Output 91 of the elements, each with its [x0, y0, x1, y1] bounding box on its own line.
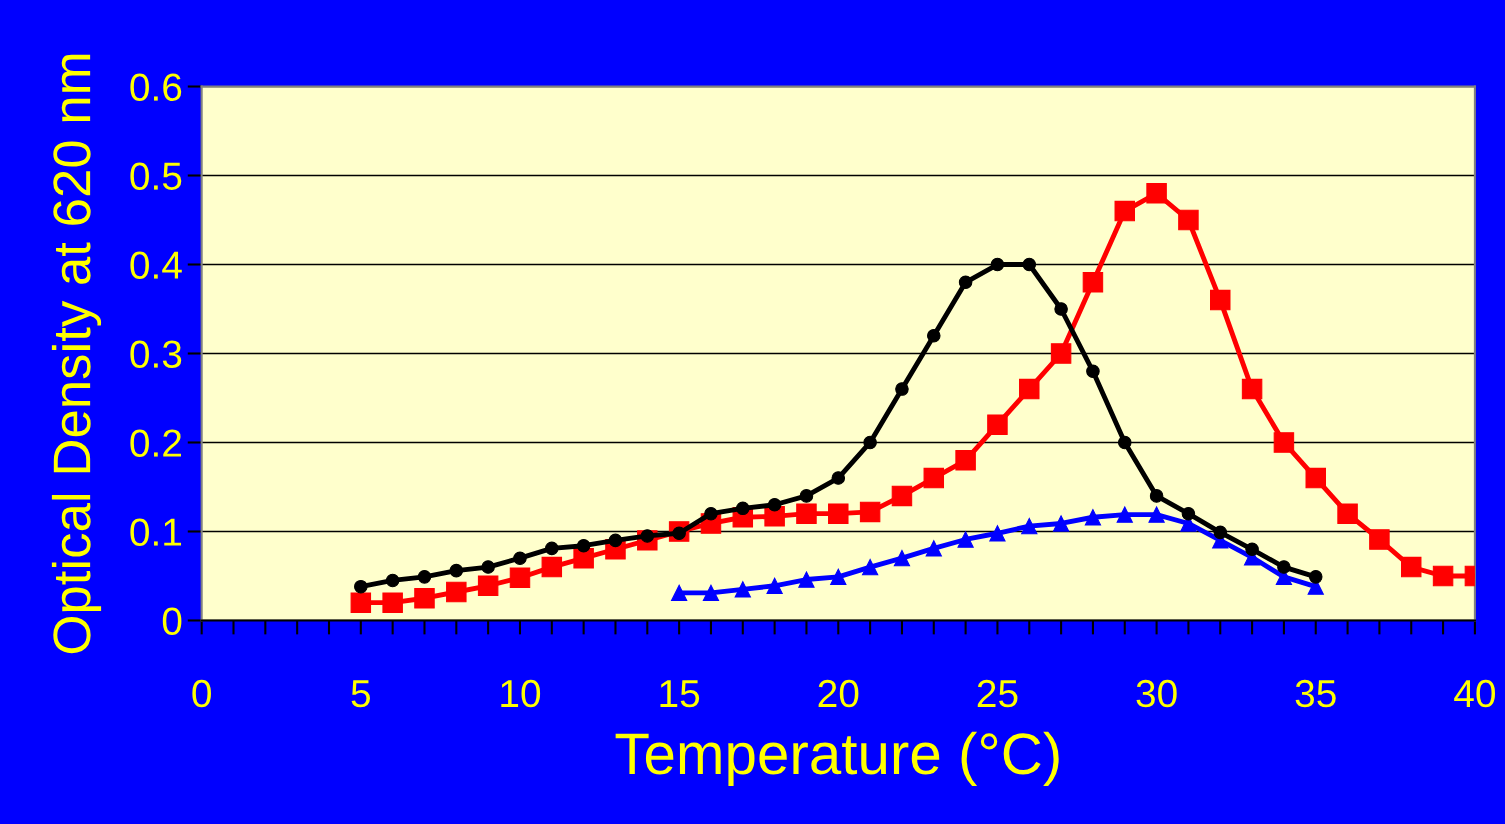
point	[1019, 378, 1040, 400]
point	[1086, 364, 1100, 379]
point	[1210, 289, 1231, 311]
point	[354, 579, 368, 594]
y-tick-label: 0.2	[130, 429, 181, 457]
y-axis-title: Optical Density at 620 nm	[51, 54, 102, 654]
point	[987, 414, 1008, 435]
point	[1241, 378, 1263, 400]
point	[1305, 467, 1326, 489]
x-tick-label: 0	[192, 679, 211, 708]
point	[891, 485, 913, 507]
point	[1308, 570, 1323, 584]
x-tick-label: 30	[1136, 679, 1177, 708]
point	[1021, 517, 1038, 535]
point	[1117, 435, 1132, 450]
point	[1146, 183, 1167, 204]
y-tick-label: 0.1	[130, 518, 182, 546]
point	[704, 506, 718, 521]
point	[1337, 503, 1358, 524]
point	[958, 275, 973, 290]
point	[1148, 506, 1165, 523]
point	[831, 471, 846, 485]
y-tick-label: 0.5	[130, 162, 182, 190]
point	[541, 556, 563, 578]
x-tick-label: 25	[977, 679, 1018, 708]
point	[446, 581, 467, 603]
point	[957, 531, 974, 548]
y-tick-label: 0.4	[130, 251, 182, 279]
x-axis-title: Temperature (°C)	[615, 731, 1059, 787]
point	[509, 567, 531, 588]
point	[1082, 272, 1104, 293]
point	[1022, 257, 1037, 272]
point	[1084, 509, 1102, 526]
point	[1050, 343, 1072, 364]
point	[350, 592, 372, 613]
point	[798, 571, 815, 588]
point	[1149, 489, 1164, 503]
x-tick-label: 15	[660, 680, 700, 708]
point	[449, 563, 464, 578]
point	[414, 587, 435, 609]
point	[513, 551, 527, 565]
point	[481, 560, 495, 574]
point	[1277, 560, 1291, 574]
point	[1116, 506, 1133, 523]
point	[893, 550, 911, 567]
y-tick-label: 0.3	[130, 340, 182, 368]
point	[925, 540, 942, 557]
point	[767, 498, 782, 512]
point	[1213, 525, 1228, 540]
point	[1178, 209, 1199, 231]
point	[736, 501, 750, 516]
point	[923, 467, 945, 489]
point	[417, 570, 432, 584]
x-tick-label: 40	[1454, 679, 1496, 708]
point	[477, 575, 499, 597]
point	[608, 533, 623, 548]
point	[828, 503, 849, 524]
point	[859, 501, 881, 523]
point	[1273, 432, 1295, 453]
x-tick-label: 35	[1295, 679, 1336, 708]
point	[863, 435, 877, 450]
point	[1432, 565, 1454, 587]
y-tick-label: 0	[162, 607, 182, 635]
point	[545, 541, 559, 556]
point	[385, 573, 400, 588]
point	[830, 568, 847, 586]
point	[799, 489, 814, 503]
point	[1245, 542, 1259, 557]
point	[1181, 506, 1196, 521]
point	[861, 558, 879, 576]
point	[1114, 200, 1135, 222]
x-tick-label: 20	[818, 679, 859, 708]
point	[1052, 515, 1070, 532]
point	[576, 538, 591, 553]
x-tick-label: 5	[351, 680, 371, 708]
point	[382, 592, 403, 613]
point	[990, 257, 1005, 272]
point	[702, 584, 720, 602]
point	[734, 581, 751, 598]
point	[1054, 302, 1068, 316]
point	[670, 584, 688, 602]
point	[1369, 529, 1390, 550]
point	[1400, 556, 1422, 578]
point	[927, 328, 941, 343]
point	[895, 382, 909, 396]
point	[766, 577, 783, 594]
point	[796, 503, 817, 524]
point	[989, 525, 1006, 542]
y-tick-label: 0.6	[130, 73, 182, 101]
point	[955, 450, 976, 471]
x-tick-label: 10	[501, 679, 541, 708]
